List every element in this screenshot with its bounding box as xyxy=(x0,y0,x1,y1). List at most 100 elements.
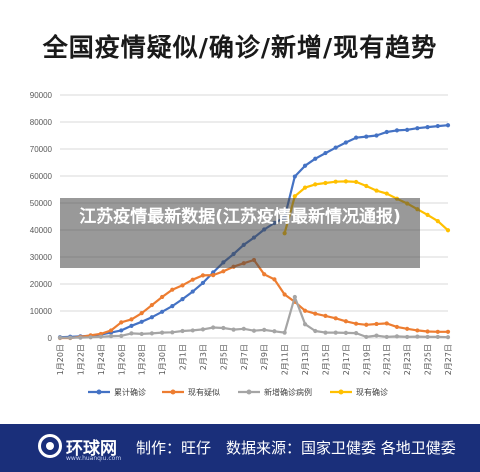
x-tick-label: 2月25日 xyxy=(424,344,433,375)
y-tick-label: 0 xyxy=(48,334,53,343)
x-tick-label: 2月1日 xyxy=(179,344,188,370)
x-tick-label: 2月7日 xyxy=(240,344,249,370)
data-point xyxy=(241,326,246,331)
legend-label: 现有疑似 xyxy=(188,387,220,397)
data-point xyxy=(302,163,308,168)
data-point xyxy=(149,302,154,308)
data-point xyxy=(425,125,430,130)
data-point xyxy=(302,322,308,327)
data-point xyxy=(139,319,144,324)
x-tick-label: 2月19日 xyxy=(362,344,371,375)
data-point xyxy=(313,182,318,187)
data-point xyxy=(364,134,369,139)
y-tick-label: 40000 xyxy=(30,226,53,235)
data-point xyxy=(149,331,154,336)
data-point xyxy=(333,145,338,150)
data-point xyxy=(323,180,328,186)
y-tick-label: 90000 xyxy=(30,91,53,100)
data-point xyxy=(384,129,389,135)
data-point xyxy=(405,127,410,132)
data-point xyxy=(333,179,338,184)
data-point xyxy=(231,327,236,332)
page-title: 全国疫情疑似/确诊/新增/现有趋势 xyxy=(42,33,438,62)
data-point xyxy=(160,330,165,335)
y-tick-label: 50000 xyxy=(30,199,53,208)
data-point xyxy=(374,133,379,138)
data-point xyxy=(139,311,144,316)
data-point xyxy=(435,123,440,129)
data-point xyxy=(78,335,83,340)
caption-overlay-text: 江苏疫情最新数据(江苏疫情最新情况通报) xyxy=(79,207,401,227)
data-point xyxy=(119,320,124,325)
x-tick-label: 1月24日 xyxy=(97,344,106,375)
data-point xyxy=(292,294,297,300)
x-tick-label: 2月9日 xyxy=(260,344,269,370)
data-point xyxy=(292,174,297,179)
data-point xyxy=(333,316,338,321)
data-point xyxy=(190,328,195,333)
data-point xyxy=(323,313,328,318)
data-point xyxy=(200,273,206,278)
series-line xyxy=(60,258,448,340)
data-point xyxy=(415,126,420,131)
x-tick-label: 2月5日 xyxy=(219,344,228,370)
data-point xyxy=(435,334,440,340)
data-point xyxy=(394,334,400,339)
data-point xyxy=(262,327,267,332)
data-point xyxy=(374,333,379,338)
data-point xyxy=(405,334,410,340)
data-point xyxy=(323,150,328,156)
data-point xyxy=(435,218,440,224)
data-point xyxy=(272,277,277,282)
data-point xyxy=(343,319,348,324)
data-point xyxy=(251,328,257,333)
data-point xyxy=(445,228,451,233)
data-point xyxy=(129,317,134,322)
data-point xyxy=(170,287,175,292)
data-point xyxy=(343,330,348,335)
data-point xyxy=(190,277,195,282)
legend-marker xyxy=(338,389,344,395)
y-tick-label: 30000 xyxy=(30,253,53,262)
data-point xyxy=(364,334,369,340)
data-point xyxy=(445,329,451,334)
data-point xyxy=(435,329,440,334)
data-point xyxy=(180,283,185,288)
data-point xyxy=(405,326,410,331)
data-point xyxy=(88,335,93,340)
y-tick-label: 70000 xyxy=(30,145,53,154)
data-point xyxy=(68,335,73,340)
legend-label: 累计确诊 xyxy=(114,387,146,397)
data-point xyxy=(108,334,114,339)
data-point xyxy=(384,321,389,326)
data-point xyxy=(313,311,318,316)
data-point xyxy=(354,321,359,326)
data-point xyxy=(354,135,359,140)
x-tick-label: 1月20日 xyxy=(56,344,65,375)
x-axis-tick-labels: 1月20日 1月22日 1月24日 1月26日 1月28日 1月30日 2月1日 2月3日 2月… xyxy=(56,344,453,375)
data-point xyxy=(425,212,430,217)
footer-bar xyxy=(0,424,480,472)
data-point xyxy=(374,188,379,193)
data-point xyxy=(425,334,430,340)
legend-marker xyxy=(96,389,102,395)
data-point xyxy=(170,304,175,309)
legend-label: 新增确诊病例 xyxy=(264,387,312,397)
data-point xyxy=(129,323,134,328)
data-point xyxy=(211,325,216,330)
data-point xyxy=(313,156,318,161)
x-tick-label: 1月28日 xyxy=(138,344,147,375)
data-point xyxy=(343,140,348,145)
x-tick-label: 2月11日 xyxy=(281,344,290,375)
x-tick-label: 2月27日 xyxy=(444,344,453,375)
legend-marker xyxy=(246,389,252,395)
data-point xyxy=(119,328,124,333)
globe-logo-icon xyxy=(38,434,62,458)
data-point xyxy=(139,331,144,337)
data-point xyxy=(302,308,308,313)
y-tick-label: 60000 xyxy=(30,172,53,181)
data-point xyxy=(190,289,195,294)
data-point xyxy=(374,321,379,327)
data-point xyxy=(323,330,328,335)
data-point xyxy=(364,322,369,327)
